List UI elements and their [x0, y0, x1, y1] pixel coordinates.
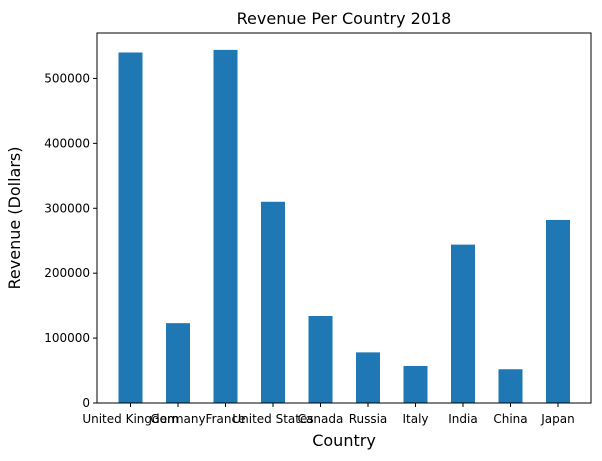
bar [451, 244, 475, 403]
x-tick-label: Germany [150, 412, 205, 426]
y-tick-label: 500000 [44, 71, 90, 85]
bar [118, 52, 143, 403]
x-tick-label: United States [232, 412, 313, 426]
y-tick-label: 300000 [44, 201, 90, 215]
y-tick-label: 200000 [44, 266, 90, 280]
bar [498, 369, 523, 403]
x-tick-label: Canada [298, 412, 344, 426]
x-tick-label: China [493, 412, 527, 426]
x-tick-label: Russia [349, 412, 388, 426]
y-axis-label: Revenue (Dollars) [5, 147, 24, 290]
bar [356, 352, 380, 403]
bar [261, 201, 285, 403]
bar [166, 323, 190, 403]
y-tick-label: 400000 [44, 136, 90, 150]
bar [403, 366, 428, 403]
x-tick-label: India [448, 412, 477, 426]
chart-title: Revenue Per Country 2018 [237, 9, 452, 28]
x-tick-label: Italy [402, 412, 428, 426]
bars-group [118, 49, 570, 403]
plot-frame [96, 32, 592, 404]
y-axis: 0 100000 200000 300000 400000 500000 [44, 71, 97, 410]
x-tick-label: United Kingdom [82, 412, 178, 426]
x-tick-label: France [206, 412, 246, 426]
x-axis-label: Country [312, 431, 376, 450]
y-tick-label: 100000 [44, 331, 90, 345]
x-tick-label: Japan [540, 412, 574, 426]
bar [308, 316, 333, 403]
bar [213, 49, 238, 403]
y-tick-label: 0 [82, 396, 90, 410]
bar [546, 219, 570, 403]
